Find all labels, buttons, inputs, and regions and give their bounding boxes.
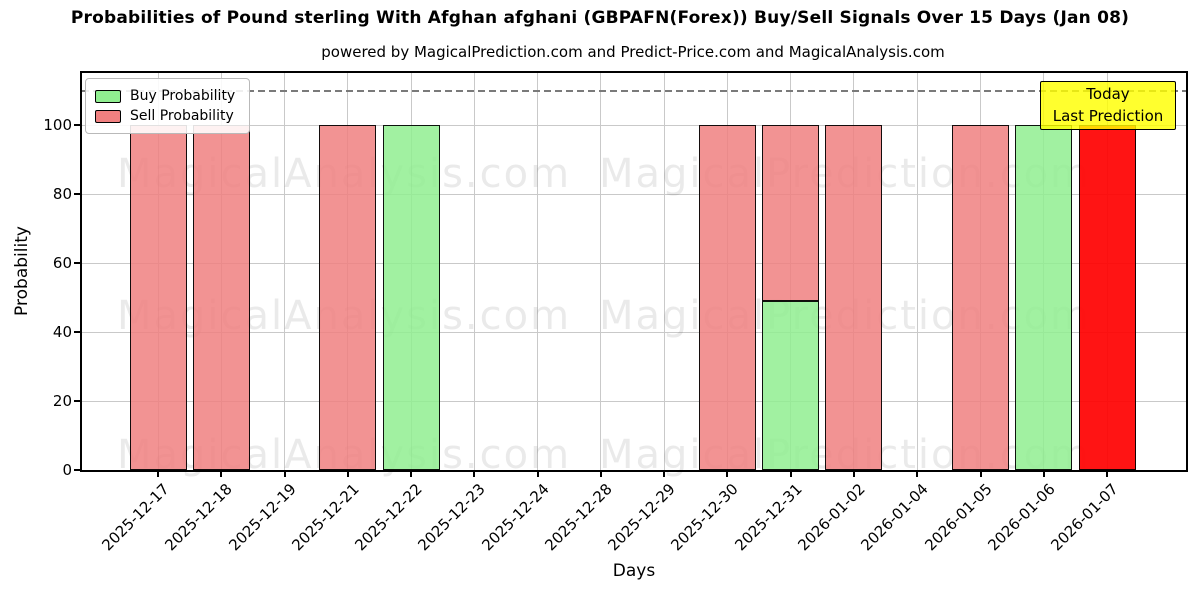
v-gridline	[600, 73, 602, 470]
buy-swatch-icon	[95, 89, 121, 103]
legend-label-buy: Buy Probability	[130, 88, 236, 104]
x-tick-mark	[979, 470, 982, 477]
sell-swatch-icon	[95, 109, 121, 123]
y-tick-label: 40	[52, 323, 72, 341]
h-gridline	[82, 263, 1186, 264]
y-tick-mark	[74, 193, 81, 195]
x-tick-mark	[346, 470, 349, 477]
v-gridline	[916, 73, 918, 470]
v-gridline	[537, 73, 539, 470]
v-gridline	[473, 73, 475, 470]
h-gridline	[82, 125, 1186, 126]
today-annotation-line1: Today	[1086, 85, 1130, 104]
h-gridline	[82, 332, 1186, 333]
bar-sell	[319, 125, 377, 470]
x-tick-mark	[599, 470, 602, 477]
bar-buy	[382, 125, 440, 470]
bar-sell	[698, 125, 756, 470]
y-tick-label: 20	[52, 392, 72, 410]
y-axis-label: Probability	[12, 226, 32, 316]
x-tick-mark	[283, 470, 286, 477]
x-tick-mark	[1106, 470, 1109, 477]
y-tick-mark	[74, 262, 81, 264]
y-tick-label: 100	[43, 116, 72, 134]
bar-today-sell	[1078, 125, 1136, 470]
x-tick-mark	[1042, 470, 1045, 477]
h-gridline	[82, 401, 1186, 402]
today-annotation: Today Last Prediction	[1040, 81, 1176, 130]
y-tick-label: 60	[52, 254, 72, 272]
bar-sell	[192, 125, 250, 470]
y-tick-label: 0	[62, 461, 72, 479]
x-tick-mark	[157, 470, 159, 477]
bar-sell	[129, 125, 187, 470]
y-tick-mark	[74, 124, 81, 126]
x-tick-mark	[536, 470, 539, 477]
x-tick-mark	[663, 470, 666, 477]
bar-sell	[952, 125, 1009, 470]
x-tick-mark	[220, 470, 223, 477]
bar-sell	[825, 125, 883, 470]
legend-label-sell: Sell Probability	[130, 108, 234, 124]
x-tick-mark	[789, 470, 792, 477]
x-tick-mark	[726, 470, 729, 477]
x-tick-mark	[852, 470, 855, 477]
chart-subtitle: powered by MagicalPrediction.com and Pre…	[321, 43, 945, 61]
legend-item-buy: Buy Probability	[95, 86, 235, 106]
legend: Buy Probability Sell Probability	[85, 78, 251, 134]
legend-item-sell: Sell Probability	[95, 106, 235, 126]
x-tick-mark	[473, 470, 476, 477]
plot-area: MagicalAnalysis.comMagicalPrediction.com…	[80, 71, 1188, 478]
y-tick-mark	[74, 400, 81, 402]
today-annotation-line2: Last Prediction	[1052, 106, 1164, 125]
threshold-dashed-line	[82, 89, 1186, 92]
x-tick-mark	[410, 470, 413, 477]
y-tick-mark	[74, 331, 81, 333]
x-axis-label: Days	[612, 561, 656, 581]
v-gridline	[284, 73, 286, 470]
x-tick-mark	[916, 470, 919, 477]
v-gridline	[663, 73, 665, 470]
y-tick-label: 80	[52, 185, 72, 203]
bar-buy	[1015, 125, 1073, 470]
chart-title: Probabilities of Pound sterling With Afg…	[70, 8, 1130, 28]
h-gridline	[82, 194, 1186, 195]
bar-buy	[762, 300, 820, 470]
bar-sell	[762, 125, 820, 301]
y-tick-mark	[74, 469, 81, 471]
